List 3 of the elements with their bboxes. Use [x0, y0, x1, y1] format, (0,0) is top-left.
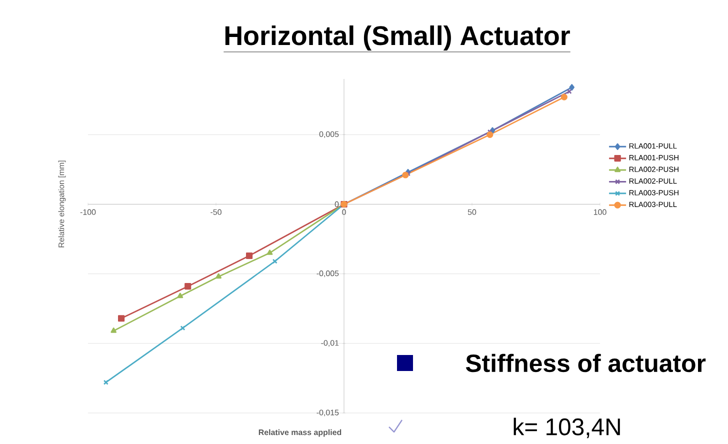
- chart-title: Horizontal (Small) Actuator: [225, 25, 570, 51]
- text: k= 103,4N: [514, 418, 620, 438]
- annotation: Stiffness of actuator: [466, 354, 706, 372]
